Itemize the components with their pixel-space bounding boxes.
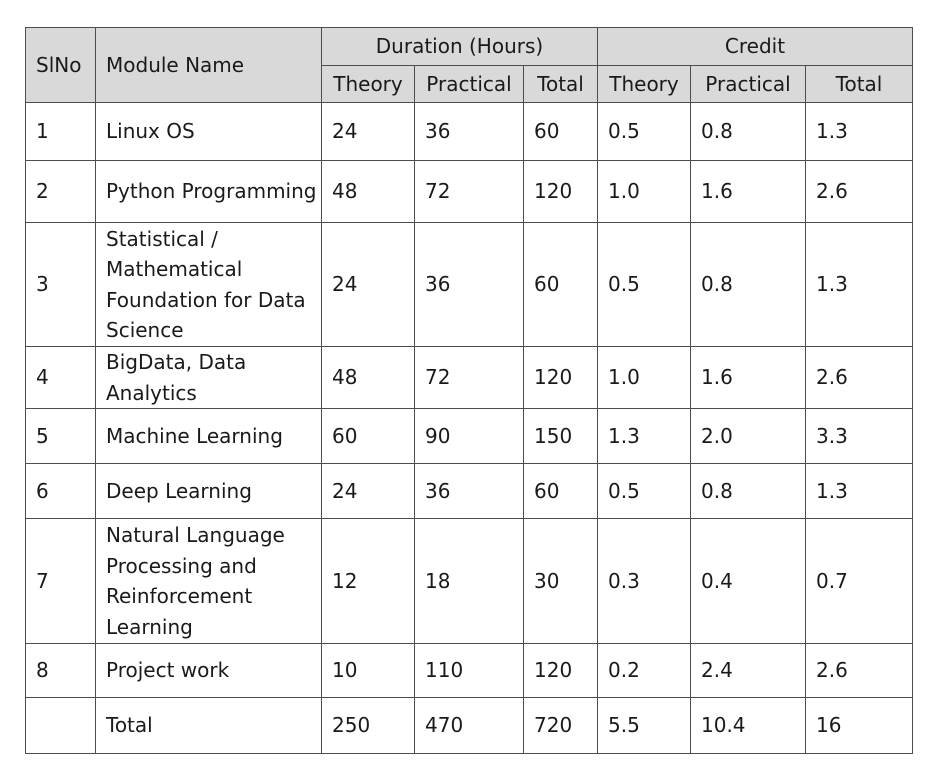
cell-duration-theory: 24 bbox=[321, 102, 415, 161]
header-row-group: SlNo Module Name Duration (Hours) Credit bbox=[25, 27, 913, 103]
cell-module-name: Natural Language Processing and Reinforc… bbox=[95, 518, 322, 644]
cell-credit-theory: 0.2 bbox=[597, 643, 691, 698]
cell-credit-practical: 0.8 bbox=[690, 102, 806, 161]
table-row: 6 Deep Learning 24 36 60 0.5 0.8 1.3 bbox=[25, 463, 913, 519]
header-credit-theory: Theory bbox=[597, 65, 691, 103]
cell-duration-theory: 24 bbox=[321, 222, 415, 347]
cell-duration-practical: 36 bbox=[414, 463, 524, 519]
cell-module-name: Deep Learning bbox=[95, 463, 322, 519]
cell-slno: 4 bbox=[25, 346, 96, 409]
cell-module-name: Project work bbox=[95, 643, 322, 698]
cell-credit-theory: 1.3 bbox=[597, 408, 691, 464]
cell-total-label: Total bbox=[95, 697, 322, 754]
cell-duration-practical: 36 bbox=[414, 102, 524, 161]
cell-credit-theory: 0.3 bbox=[597, 518, 691, 644]
cell-module-name: Python Programming bbox=[95, 160, 322, 223]
cell-duration-total: 60 bbox=[523, 102, 598, 161]
cell-credit-practical: 1.6 bbox=[690, 346, 806, 409]
header-duration-total: Total bbox=[523, 65, 598, 103]
cell-module-name: Machine Learning bbox=[95, 408, 322, 464]
cell-slno bbox=[25, 697, 96, 754]
table-row: 5 Machine Learning 60 90 150 1.3 2.0 3.3 bbox=[25, 408, 913, 464]
cell-credit-theory: 0.5 bbox=[597, 102, 691, 161]
cell-duration-total: 150 bbox=[523, 408, 598, 464]
cell-credit-total: 1.3 bbox=[805, 463, 913, 519]
cell-duration-total: 120 bbox=[523, 346, 598, 409]
cell-credit-theory: 0.5 bbox=[597, 463, 691, 519]
cell-credit-total: 2.6 bbox=[805, 160, 913, 223]
cell-credit-total: 0.7 bbox=[805, 518, 913, 644]
cell-duration-theory: 48 bbox=[321, 160, 415, 223]
cell-duration-practical: 72 bbox=[414, 346, 524, 409]
cell-credit-total: 2.6 bbox=[805, 346, 913, 409]
cell-duration-theory: 12 bbox=[321, 518, 415, 644]
header-slno: SlNo bbox=[25, 27, 96, 103]
cell-credit-total-total: 16 bbox=[805, 697, 913, 754]
cell-duration-practical-total: 470 bbox=[414, 697, 524, 754]
cell-duration-theory: 24 bbox=[321, 463, 415, 519]
header-duration-group: Duration (Hours) bbox=[321, 27, 598, 66]
cell-duration-practical: 90 bbox=[414, 408, 524, 464]
cell-module-name: Statistical / Mathematical Foundation fo… bbox=[95, 222, 322, 347]
cell-slno: 8 bbox=[25, 643, 96, 698]
cell-duration-total-total: 720 bbox=[523, 697, 598, 754]
header-duration-theory: Theory bbox=[321, 65, 415, 103]
cell-credit-practical: 2.4 bbox=[690, 643, 806, 698]
header-credit-group: Credit bbox=[597, 27, 913, 66]
table-row: 4 BigData, Data Analytics 48 72 120 1.0 … bbox=[25, 346, 913, 409]
table-row: 2 Python Programming 48 72 120 1.0 1.6 2… bbox=[25, 160, 913, 223]
cell-credit-total: 3.3 bbox=[805, 408, 913, 464]
cell-duration-total: 120 bbox=[523, 643, 598, 698]
cell-module-name: BigData, Data Analytics bbox=[95, 346, 322, 409]
cell-slno: 7 bbox=[25, 518, 96, 644]
cell-credit-practical: 0.8 bbox=[690, 222, 806, 347]
module-credit-table: SlNo Module Name Duration (Hours) Credit… bbox=[25, 27, 913, 754]
header-duration-practical: Practical bbox=[414, 65, 524, 103]
cell-duration-practical: 110 bbox=[414, 643, 524, 698]
cell-duration-practical: 36 bbox=[414, 222, 524, 347]
cell-credit-total: 2.6 bbox=[805, 643, 913, 698]
cell-credit-theory: 1.0 bbox=[597, 160, 691, 223]
cell-credit-theory: 0.5 bbox=[597, 222, 691, 347]
cell-duration-total: 30 bbox=[523, 518, 598, 644]
cell-credit-practical: 1.6 bbox=[690, 160, 806, 223]
table-row: 1 Linux OS 24 36 60 0.5 0.8 1.3 bbox=[25, 102, 913, 161]
cell-duration-total: 60 bbox=[523, 463, 598, 519]
cell-duration-practical: 72 bbox=[414, 160, 524, 223]
cell-duration-total: 120 bbox=[523, 160, 598, 223]
cell-slno: 5 bbox=[25, 408, 96, 464]
cell-credit-practical: 0.8 bbox=[690, 463, 806, 519]
cell-duration-total: 60 bbox=[523, 222, 598, 347]
cell-credit-total: 1.3 bbox=[805, 102, 913, 161]
header-row-sub: Theory Practical Total Theory Practical … bbox=[26, 65, 913, 103]
cell-credit-practical: 2.0 bbox=[690, 408, 806, 464]
cell-credit-practical-total: 10.4 bbox=[690, 697, 806, 754]
cell-duration-theory: 48 bbox=[321, 346, 415, 409]
header-module-name: Module Name bbox=[95, 27, 322, 103]
module-table-container: SlNo Module Name Duration (Hours) Credit… bbox=[25, 27, 913, 754]
cell-module-name: Linux OS bbox=[95, 102, 322, 161]
cell-duration-theory: 60 bbox=[321, 408, 415, 464]
cell-credit-practical: 0.4 bbox=[690, 518, 806, 644]
header-credit-total: Total bbox=[805, 65, 913, 103]
cell-duration-theory-total: 250 bbox=[321, 697, 415, 754]
cell-slno: 1 bbox=[25, 102, 96, 161]
cell-duration-theory: 10 bbox=[321, 643, 415, 698]
table-row: 3 Statistical / Mathematical Foundation … bbox=[25, 222, 913, 347]
cell-duration-practical: 18 bbox=[414, 518, 524, 644]
table-row: 8 Project work 10 110 120 0.2 2.4 2.6 bbox=[25, 643, 913, 698]
table-row: 7 Natural Language Processing and Reinfo… bbox=[25, 518, 913, 644]
header-credit-practical: Practical bbox=[690, 65, 806, 103]
cell-slno: 6 bbox=[25, 463, 96, 519]
cell-credit-theory: 1.0 bbox=[597, 346, 691, 409]
cell-credit-theory-total: 5.5 bbox=[597, 697, 691, 754]
cell-slno: 3 bbox=[25, 222, 96, 347]
cell-credit-total: 1.3 bbox=[805, 222, 913, 347]
cell-slno: 2 bbox=[25, 160, 96, 223]
total-row: Total 250 470 720 5.5 10.4 16 bbox=[25, 697, 913, 754]
